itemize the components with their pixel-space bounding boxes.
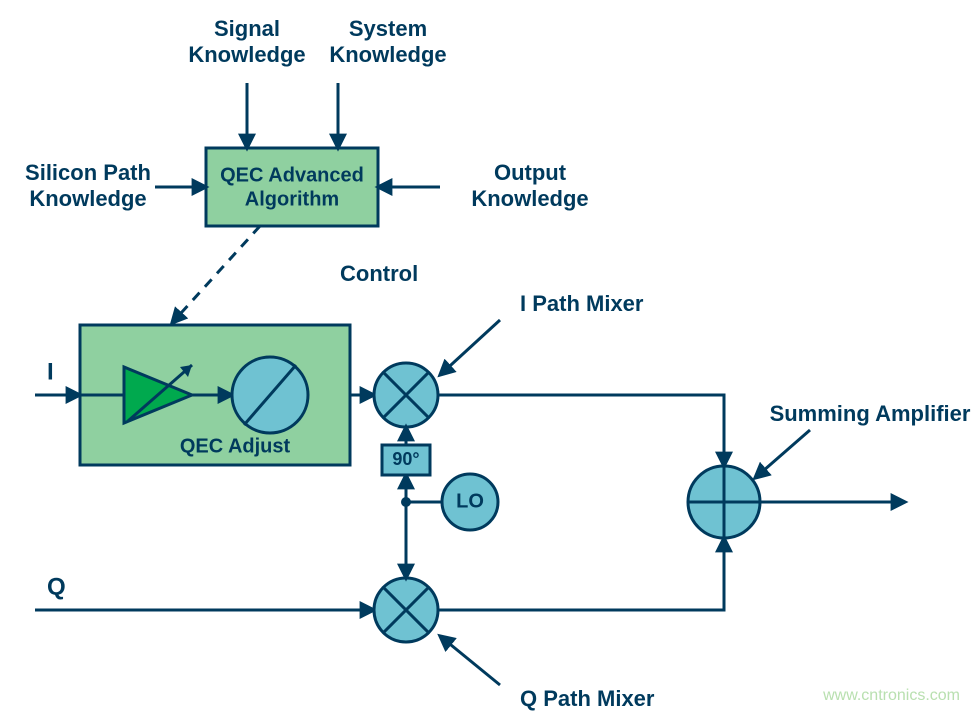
q-to-sum	[438, 538, 724, 610]
q-mixer-label: Q Path Mixer	[520, 686, 655, 711]
i-to-sum	[438, 395, 724, 466]
system-knowledge-l2: Knowledge	[329, 42, 446, 67]
i-input-label: I	[47, 358, 54, 385]
qec-algo-label-1: QEC Advanced	[220, 164, 364, 186]
signal-knowledge-l2: Knowledge	[188, 42, 305, 67]
qec-algo-label-2: Algorithm	[245, 188, 339, 210]
silicon-path-l2: Knowledge	[29, 186, 146, 211]
watermark: www.cntronics.com	[822, 687, 960, 704]
qec-algorithm-box	[206, 148, 378, 226]
output-knowledge-l2: Knowledge	[471, 186, 588, 211]
q-input-label: Q	[47, 573, 66, 600]
signal-knowledge-l1: Signal	[214, 16, 280, 41]
silicon-path-l1: Silicon Path	[25, 160, 151, 185]
control-label: Control	[340, 261, 418, 286]
lo-label: LO	[456, 490, 484, 512]
q-mixer-label-arrow	[440, 636, 500, 685]
ninety-label: 90°	[392, 449, 419, 469]
summing-label-arrow	[755, 430, 810, 478]
i-mixer-label-arrow	[440, 320, 500, 375]
i-mixer-label: I Path Mixer	[520, 291, 644, 316]
output-knowledge-l1: Output	[494, 160, 567, 185]
summing-label: Summing Amplifier	[770, 401, 971, 426]
qec-adjust-label: QEC Adjust	[180, 435, 291, 457]
system-knowledge-l1: System	[349, 16, 427, 41]
control-arrow	[172, 226, 260, 323]
